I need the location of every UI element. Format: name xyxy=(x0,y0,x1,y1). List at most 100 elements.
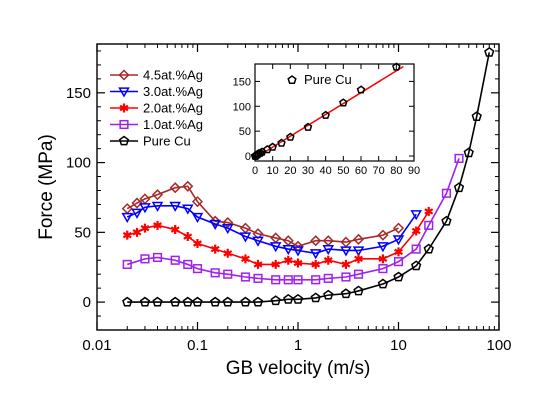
legend-label-4-5at-ag: 4.5at.%Ag xyxy=(143,68,203,83)
data-point-3-0at-ag xyxy=(252,236,264,247)
inset-plot-frame xyxy=(254,63,415,162)
data-point-1-0at-ag xyxy=(223,269,233,279)
x-tick-label: 0.1 xyxy=(187,337,208,354)
data-point-1-0at-ag xyxy=(271,275,281,285)
data-point-2-0at-ag xyxy=(323,255,333,265)
inset-series-pure-cu: Pure Cu xyxy=(250,62,401,160)
legend-label-1-0at-ag: 1.0at.%Ag xyxy=(143,117,203,132)
data-point-pure-cu xyxy=(122,296,133,307)
data-point-pure-cu xyxy=(453,182,465,193)
data-point-3-0at-ag xyxy=(169,201,181,212)
inset-data-point-pure-cu xyxy=(339,98,348,107)
data-point-3-0at-ag xyxy=(269,242,282,253)
series-line-pure-cu xyxy=(127,52,491,303)
data-point-2-0at-ag xyxy=(283,255,293,265)
x-tick-label: 100 xyxy=(486,337,511,354)
series-2-0at-ag xyxy=(122,206,434,269)
data-point-1-0at-ag xyxy=(293,275,303,285)
series-pure-cu xyxy=(122,46,495,307)
data-point-pure-cu xyxy=(377,278,389,289)
data-point-3-0at-ag xyxy=(340,246,352,257)
inset-data-point-pure-cu xyxy=(303,122,313,131)
series-4-5at-ag xyxy=(121,180,405,252)
data-point-1-0at-ag xyxy=(192,264,203,274)
data-point-pure-cu xyxy=(484,46,495,57)
data-point-1-0at-ag xyxy=(152,252,163,263)
data-point-2-0at-ag xyxy=(394,247,403,257)
data-point-4-5at-ag xyxy=(222,217,234,229)
data-point-pure-cu xyxy=(210,296,221,307)
inset-x-tick-label: 20 xyxy=(284,165,296,177)
data-point-1-0at-ag xyxy=(140,254,150,264)
data-point-pure-cu xyxy=(353,285,364,296)
data-point-1-0at-ag xyxy=(210,268,220,278)
data-point-4-5at-ag xyxy=(169,182,181,194)
inset-legend-marker xyxy=(287,75,297,84)
inset-x-tick-label: 50 xyxy=(337,165,349,177)
y-tick-label: 50 xyxy=(74,224,91,241)
legend-label-3-0at-ag: 3.0at.%Ag xyxy=(143,84,203,99)
data-point-1-0at-ag xyxy=(311,275,321,285)
data-point-4-5at-ag xyxy=(209,215,221,227)
data-point-3-0at-ag xyxy=(221,224,234,235)
data-point-1-0at-ag xyxy=(183,259,193,270)
data-point-3-0at-ag xyxy=(282,244,295,256)
data-point-1-0at-ag xyxy=(283,275,293,285)
data-point-2-0at-ag xyxy=(170,225,180,235)
data-point-pure-cu xyxy=(423,243,434,254)
data-point-2-0at-ag xyxy=(411,226,421,236)
data-point-3-0at-ag xyxy=(377,242,389,253)
legend-marker-pure-cu xyxy=(118,135,130,146)
x-tick-label: 0.01 xyxy=(82,337,111,354)
legend: 4.5at.%Ag3.0at.%Ag 2.0at.%Ag1.0at.%Ag Pure… xyxy=(110,68,203,149)
data-point-pure-cu xyxy=(270,295,281,306)
data-point-3-0at-ag xyxy=(309,249,322,260)
data-point-4-5at-ag xyxy=(352,233,365,245)
data-point-4-5at-ag xyxy=(252,228,264,240)
data-point-pure-cu xyxy=(152,296,163,307)
data-point-2-0at-ag xyxy=(193,239,202,248)
data-point-pure-cu xyxy=(170,296,181,307)
data-point-2-0at-ag xyxy=(132,227,142,237)
inset-x-tick-label: 80 xyxy=(390,165,402,177)
data-point-pure-cu xyxy=(292,293,304,304)
y-tick-label: 0 xyxy=(83,294,91,311)
legend-label-pure-cu: Pure Cu xyxy=(143,134,191,149)
legend-marker-1-0at-ag xyxy=(119,119,129,130)
data-point-4-5at-ag xyxy=(392,222,405,234)
data-point-1-0at-ag xyxy=(454,153,464,163)
inset-fit-line xyxy=(254,65,404,159)
data-point-pure-cu xyxy=(310,292,321,303)
inset-x-tick-label: 30 xyxy=(302,165,314,177)
data-point-3-0at-ag xyxy=(209,219,221,230)
data-point-2-0at-ag xyxy=(241,254,250,264)
data-point-1-0at-ag xyxy=(378,264,388,274)
data-point-3-0at-ag xyxy=(151,201,164,212)
data-point-pure-cu xyxy=(283,293,294,304)
inset-data-point-pure-cu xyxy=(255,148,265,157)
inset-y-tick-label: 150 xyxy=(233,76,251,88)
series-line-2-0at-ag xyxy=(127,210,430,266)
data-point-4-5at-ag xyxy=(310,235,322,247)
data-point-1-0at-ag xyxy=(424,220,434,230)
x-axis-title: GB velocity (m/s) xyxy=(226,358,371,379)
inset-data-point-pure-cu xyxy=(268,142,277,151)
data-point-3-0at-ag xyxy=(410,210,422,221)
data-point-1-0at-ag xyxy=(240,272,251,282)
x-tick-label: 10 xyxy=(390,337,407,354)
data-point-pure-cu xyxy=(182,296,193,307)
data-point-2-0at-ag xyxy=(210,244,220,254)
data-point-pure-cu xyxy=(240,296,251,307)
y-axis-title: Force (MPa) xyxy=(36,134,57,240)
data-point-4-5at-ag xyxy=(191,196,204,208)
data-point-pure-cu xyxy=(441,215,452,226)
data-point-1-0at-ag xyxy=(323,273,333,283)
data-point-4-5at-ag xyxy=(182,180,194,192)
inset-data-point-pure-cu xyxy=(277,138,286,147)
data-point-1-0at-ag xyxy=(353,269,364,279)
data-point-2-0at-ag xyxy=(341,259,351,269)
data-point-pure-cu xyxy=(139,296,151,307)
inset-data-point-pure-cu xyxy=(356,85,366,94)
legend-label-2-0at-ag: 2.0at.%Ag xyxy=(143,101,203,116)
